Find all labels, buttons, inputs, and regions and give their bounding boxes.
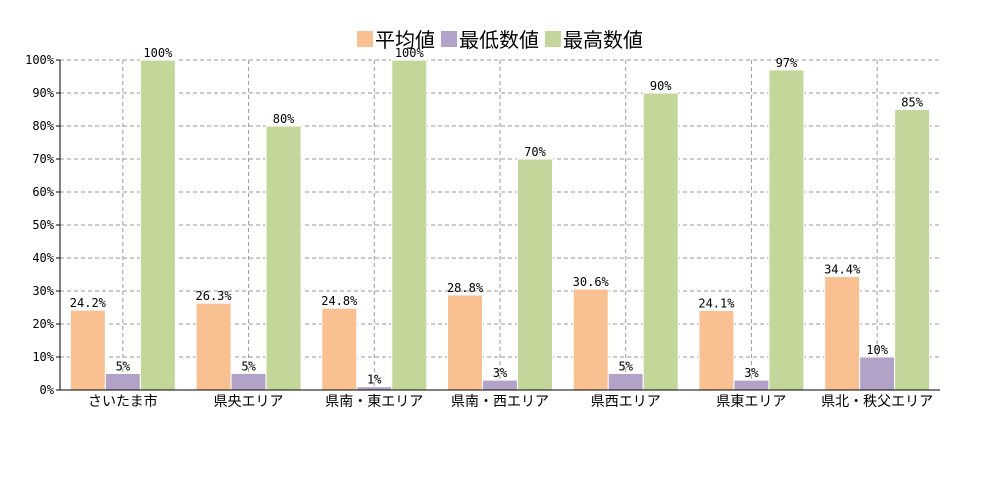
chart-legend: 平均値 最低数値 最高数値: [0, 24, 1000, 53]
bar: [104, 373, 141, 391]
x-category-label: 県北・秩父エリア: [821, 394, 933, 410]
data-label: 100%: [395, 46, 425, 60]
data-label: 24.2%: [70, 296, 107, 310]
data-label: 3%: [493, 366, 508, 380]
x-category-label: さいたま市: [88, 393, 158, 410]
data-label: 100%: [143, 46, 173, 60]
bar: [607, 373, 644, 391]
data-label: 70%: [524, 145, 546, 159]
legend-item-maximum: 最高数値: [545, 24, 643, 53]
bar: [230, 373, 267, 391]
legend-swatch-average: [357, 30, 373, 47]
y-tick-label: 40%: [32, 251, 54, 265]
data-label: 5%: [618, 360, 633, 374]
bar: [139, 59, 176, 391]
bar: [482, 379, 518, 391]
bar: [572, 288, 609, 391]
bar: [733, 379, 770, 391]
data-label: 10%: [866, 343, 888, 357]
bar: [517, 158, 553, 391]
data-label: 80%: [273, 112, 295, 126]
bar: [391, 59, 428, 391]
y-tick-label: 70%: [32, 152, 54, 166]
bar: [321, 307, 358, 391]
data-label: 1%: [367, 373, 382, 387]
bar: [859, 356, 896, 391]
y-tick-label: 10%: [32, 350, 54, 364]
y-tick-label: 30%: [32, 284, 54, 298]
bar: [447, 294, 483, 391]
data-label: 3%: [744, 366, 759, 380]
data-label: 26.3%: [196, 289, 233, 303]
bar: [768, 69, 805, 391]
legend-label-minimum: 最低数値: [459, 28, 539, 52]
data-label: 90%: [650, 79, 672, 93]
bar: [894, 109, 931, 391]
x-category-label: 県西エリア: [591, 394, 661, 410]
data-label: 5%: [241, 360, 256, 374]
y-tick-label: 90%: [32, 86, 54, 100]
bar: [698, 309, 735, 391]
bar: [265, 125, 302, 391]
legend-item-minimum: 最低数値: [441, 24, 539, 53]
data-label: 34.4%: [824, 262, 861, 276]
bar: [642, 92, 679, 391]
data-label: 28.8%: [447, 281, 484, 295]
data-label: 97%: [776, 56, 798, 70]
data-label: 24.1%: [698, 296, 735, 310]
data-label: 24.8%: [321, 294, 358, 308]
y-tick-label: 20%: [32, 317, 54, 331]
legend-swatch-maximum: [545, 30, 561, 47]
x-category-label: 県南・西エリア: [451, 394, 549, 410]
y-tick-label: 80%: [32, 119, 54, 133]
legend-swatch-minimum: [441, 30, 457, 47]
data-label: 85%: [901, 96, 923, 110]
y-tick-label: 0%: [40, 383, 55, 397]
legend-label-average: 平均値: [375, 28, 435, 52]
legend-label-maximum: 最高数値: [563, 28, 643, 52]
x-category-label: 県央エリア: [214, 394, 284, 410]
y-tick-label: 60%: [32, 185, 54, 199]
data-label: 5%: [116, 360, 131, 374]
y-tick-label: 100%: [25, 53, 55, 67]
data-label: 30.6%: [573, 275, 610, 289]
legend-item-average: 平均値: [357, 24, 435, 53]
bar: [69, 309, 106, 391]
bar: [824, 275, 861, 391]
bar: [195, 302, 232, 391]
y-tick-label: 50%: [32, 218, 54, 232]
x-category-label: 県東エリア: [716, 394, 786, 410]
x-category-label: 県南・東エリア: [325, 394, 423, 410]
